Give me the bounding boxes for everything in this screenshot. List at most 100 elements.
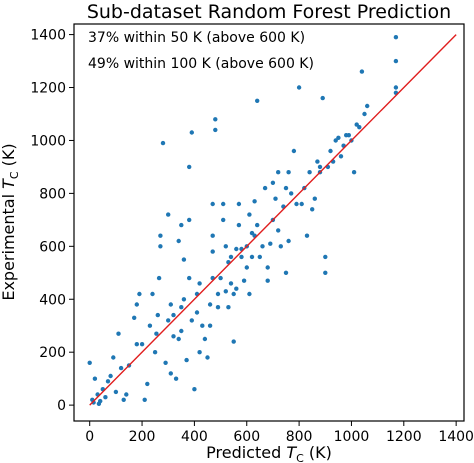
data-point [118, 365, 124, 371]
y-tick-label: 200 [39, 345, 66, 361]
x-tick-label: 400 [181, 429, 208, 445]
data-point [194, 310, 200, 315]
data-point [317, 164, 323, 170]
x-label-sub: C [296, 452, 304, 463]
data-point [184, 357, 189, 363]
data-point [265, 265, 270, 270]
data-point [315, 159, 320, 164]
data-point [393, 35, 399, 40]
data-point [137, 291, 142, 297]
data-point [154, 331, 159, 336]
data-point [168, 302, 173, 307]
y-label-var: T [0, 178, 18, 189]
data-point [234, 246, 239, 252]
data-point [205, 355, 210, 360]
data-point [357, 125, 362, 130]
y-tick-label: 600 [39, 239, 66, 255]
data-point [247, 212, 252, 217]
y-tick-label: 400 [39, 292, 66, 308]
data-point [262, 185, 268, 191]
data-point [234, 286, 239, 291]
data-point [231, 291, 236, 297]
data-point [244, 265, 249, 270]
data-point [323, 270, 328, 275]
data-point [171, 312, 176, 318]
data-point [181, 257, 187, 262]
data-point [276, 228, 281, 233]
data-point [132, 315, 137, 320]
plot-frame [73, 23, 465, 422]
data-point [241, 278, 247, 283]
data-point [189, 318, 194, 323]
data-point [283, 270, 289, 275]
data-point [351, 170, 357, 175]
data-point [210, 201, 215, 207]
data-point [111, 355, 116, 360]
data-point [176, 336, 181, 342]
data-point [286, 238, 291, 244]
data-point [255, 98, 260, 104]
data-point [221, 217, 226, 223]
data-point [255, 222, 260, 228]
data-point [108, 373, 113, 379]
data-point [113, 389, 119, 395]
data-point [278, 244, 283, 249]
data-point [252, 199, 257, 204]
data-point [187, 217, 192, 223]
data-point [393, 85, 399, 90]
data-point [294, 201, 299, 207]
data-point [139, 342, 145, 347]
data-point [87, 360, 92, 365]
data-point [179, 328, 184, 334]
data-point [249, 254, 255, 260]
data-point [197, 350, 202, 355]
data-point [213, 117, 218, 122]
y-label-unit: (K) [0, 143, 18, 171]
data-point [179, 305, 184, 310]
y-tick-label: 800 [39, 186, 66, 202]
data-point [228, 281, 234, 286]
annotation-within-50k: 37% within 50 K (above 600 K) [88, 30, 305, 46]
data-point [223, 289, 228, 294]
data-point [333, 138, 338, 143]
data-point [134, 342, 139, 347]
data-point [312, 196, 317, 201]
x-tick-label: 800 [286, 429, 313, 445]
y-label-sub: C [8, 171, 21, 179]
data-point [362, 111, 367, 117]
data-point [365, 103, 370, 109]
data-point [166, 318, 171, 323]
data-point [158, 233, 163, 238]
data-point [228, 254, 234, 260]
x-tick-label: 200 [129, 429, 156, 445]
data-point [103, 395, 108, 400]
x-tick-label: 1200 [386, 429, 422, 445]
data-point [239, 254, 244, 260]
plot-area [87, 34, 457, 406]
data-point [304, 233, 310, 238]
x-tick-label: 1400 [438, 429, 474, 445]
data-point [226, 305, 231, 310]
reference-line [89, 34, 457, 406]
data-point [323, 254, 328, 260]
data-point [346, 133, 351, 138]
data-point [150, 291, 155, 297]
data-point [124, 392, 129, 397]
data-point [210, 249, 215, 254]
data-point [247, 291, 252, 297]
data-point [210, 233, 215, 238]
data-point [145, 381, 150, 387]
data-point [192, 387, 197, 392]
data-point [160, 140, 166, 146]
data-point [283, 185, 289, 191]
y-label-base: Experimental [0, 189, 18, 301]
data-point [231, 339, 236, 344]
data-point [189, 130, 194, 135]
data-point [116, 331, 121, 336]
data-point [173, 376, 179, 381]
x-tick-label: 1000 [334, 429, 370, 445]
data-point [307, 170, 312, 175]
data-point [265, 278, 270, 283]
data-point [338, 154, 344, 159]
